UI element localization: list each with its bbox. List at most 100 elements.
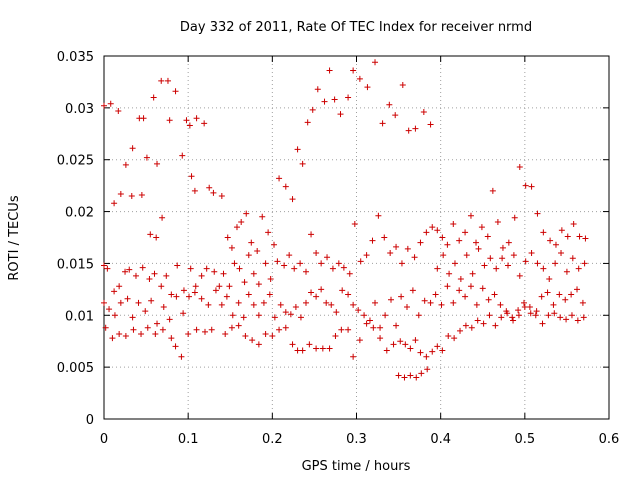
data-point — [289, 341, 296, 348]
data-point — [117, 299, 124, 306]
data-point — [329, 265, 336, 272]
data-point — [538, 293, 545, 300]
data-point — [297, 314, 304, 321]
data-point — [142, 308, 149, 315]
data-point — [150, 94, 157, 101]
data-point — [122, 333, 129, 340]
data-point — [201, 120, 208, 127]
data-point — [562, 296, 569, 303]
data-point — [350, 67, 357, 74]
data-point — [286, 252, 293, 259]
data-point — [467, 283, 474, 290]
data-point — [479, 285, 486, 292]
data-point — [451, 335, 458, 342]
data-point — [212, 287, 219, 294]
data-point — [438, 301, 445, 308]
data-point — [294, 146, 301, 153]
data-point — [511, 214, 518, 221]
data-point — [228, 244, 235, 251]
x-tick-label: 0.5 — [514, 432, 535, 447]
data-point — [304, 119, 311, 126]
data-point — [326, 67, 333, 74]
data-point — [444, 241, 451, 248]
data-point — [313, 345, 320, 352]
data-point — [259, 213, 266, 220]
data-point — [198, 295, 205, 302]
data-point — [372, 59, 379, 66]
data-point — [339, 287, 346, 294]
data-point — [397, 338, 404, 345]
data-point — [276, 326, 283, 333]
data-point — [356, 75, 363, 82]
data-point — [218, 301, 225, 308]
data-point — [509, 314, 516, 321]
data-point — [116, 283, 123, 290]
data-point — [579, 299, 586, 306]
data-point — [480, 320, 487, 327]
data-point — [255, 341, 262, 348]
data-point — [564, 233, 571, 240]
data-point — [303, 268, 309, 275]
data-point — [208, 326, 215, 333]
data-point — [139, 264, 146, 271]
data-point — [228, 324, 235, 331]
data-point — [287, 311, 294, 318]
data-point — [243, 210, 250, 217]
data-point — [520, 299, 527, 306]
data-point — [370, 324, 377, 331]
data-point — [356, 337, 363, 344]
data-point — [173, 293, 180, 300]
data-point — [494, 218, 501, 225]
data-point — [383, 347, 390, 354]
y-tick-label: 0 — [86, 413, 94, 428]
data-point — [186, 122, 193, 129]
data-point — [309, 106, 316, 113]
data-point — [250, 301, 257, 308]
data-point — [248, 239, 255, 246]
data-point — [388, 296, 395, 303]
data-point — [306, 341, 313, 348]
data-point — [101, 299, 107, 306]
data-point — [245, 252, 252, 259]
data-point — [191, 187, 198, 194]
data-point — [319, 345, 326, 352]
data-point — [235, 299, 242, 306]
data-point — [255, 312, 262, 319]
data-point — [351, 221, 358, 228]
data-point — [382, 312, 389, 319]
data-point — [166, 316, 173, 323]
data-point — [146, 275, 153, 282]
data-point — [462, 293, 469, 300]
data-point — [372, 299, 379, 306]
data-point — [332, 333, 339, 340]
data-point — [392, 112, 399, 119]
x-tick-label: 0 — [100, 432, 108, 447]
data-point — [203, 265, 210, 272]
data-point — [532, 312, 539, 319]
data-point — [423, 229, 430, 236]
data-point — [450, 221, 457, 228]
data-point — [552, 260, 559, 267]
data-point — [313, 250, 320, 257]
data-point — [366, 317, 373, 324]
y-tick-label: 0.035 — [57, 50, 94, 65]
data-point — [404, 303, 410, 310]
data-point — [574, 317, 581, 324]
data-point — [364, 84, 371, 91]
data-point — [427, 121, 434, 128]
data-point — [132, 272, 139, 279]
data-point — [522, 258, 529, 265]
data-point — [418, 370, 425, 377]
data-point — [340, 264, 347, 271]
data-point — [558, 227, 565, 234]
y-tick-label: 0.02 — [65, 206, 94, 221]
data-point — [401, 374, 408, 381]
data-point — [574, 286, 581, 293]
data-point — [361, 312, 368, 319]
data-point — [540, 229, 547, 236]
data-point — [526, 303, 533, 310]
data-point — [143, 154, 150, 161]
data-point — [122, 268, 129, 275]
data-point — [255, 281, 262, 288]
data-point — [226, 283, 233, 290]
